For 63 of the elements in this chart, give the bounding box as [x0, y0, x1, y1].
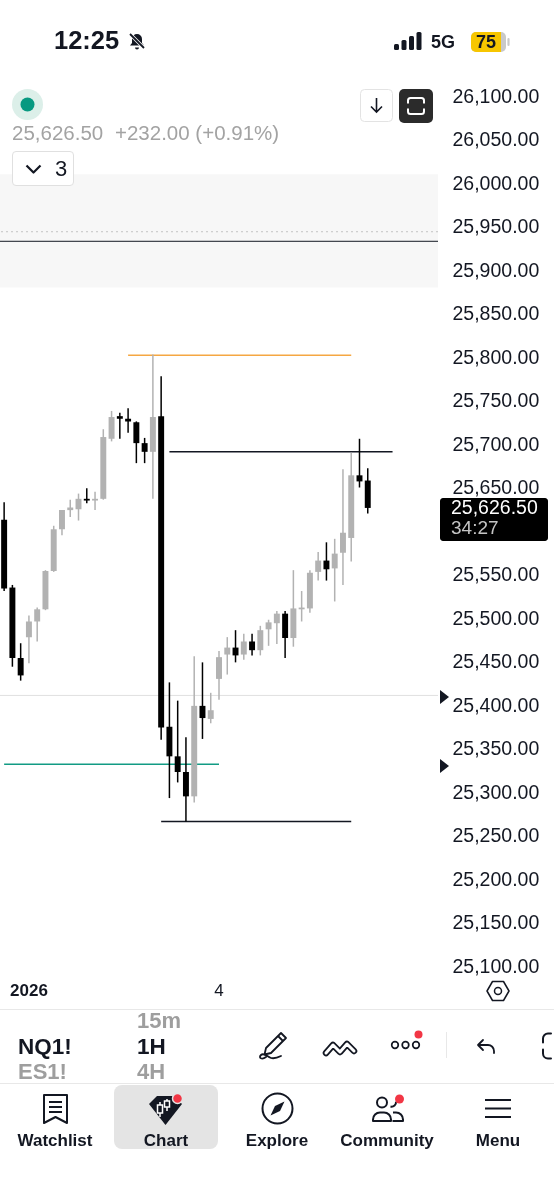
candlestick [92, 491, 99, 511]
annotation: +232.00 (+0.91%) [115, 121, 280, 145]
candlestick [25, 614, 32, 664]
candlestick [59, 509, 65, 537]
text: Watchlist [17, 1131, 93, 1151]
y-tick-label: 25,200.00 [452, 867, 540, 890]
candlestick [34, 606, 41, 643]
text: NQ1! [18, 1034, 72, 1060]
candlestick [315, 551, 322, 582]
candlestick [257, 625, 264, 657]
text: 75 [475, 31, 497, 53]
candlestick [83, 487, 90, 504]
y-tick-label: 25,750.00 [452, 389, 540, 411]
y-tick-label: 25,800.00 [452, 345, 540, 368]
candlestick [331, 538, 338, 603]
candlestick [141, 437, 148, 464]
candlestick [17, 642, 24, 682]
y-tick-label: 25,950.00 [452, 215, 540, 237]
text: 5G [431, 31, 456, 53]
text: ES1! [18, 1059, 67, 1085]
candlestick [273, 610, 280, 645]
annotation: 25,626.50 [12, 121, 104, 145]
y-tick-label: 25,500.00 [452, 606, 540, 629]
y-tick-label: 25,900.00 [452, 258, 540, 281]
y-tick-label: 25,350.00 [452, 737, 540, 759]
text: 15m [137, 1008, 182, 1034]
text: Menu [475, 1131, 521, 1151]
candlestick [116, 411, 123, 440]
text: 34:27 [451, 516, 499, 538]
y-tick-label: 25,400.00 [452, 693, 540, 716]
y-tick-label: 25,850.00 [452, 302, 540, 324]
candlestick [174, 699, 181, 784]
candlestick [249, 632, 256, 657]
text: 1H [137, 1034, 166, 1060]
y-tick-label: 25,100.00 [452, 954, 540, 977]
y-tick-label: 26,100.00 [452, 84, 540, 107]
candlestick [265, 618, 272, 647]
y-tick-label: 26,000.00 [452, 171, 540, 194]
candlestick [240, 632, 247, 661]
y-tick-label: 25,700.00 [452, 432, 540, 455]
candlestick [199, 661, 206, 740]
candlestick [224, 636, 231, 676]
candlestick [216, 650, 222, 701]
y-tick-label: 25,150.00 [452, 911, 540, 933]
text: Community [340, 1131, 434, 1151]
text: 12:25 [54, 26, 120, 56]
text: Explore [245, 1131, 309, 1151]
candlestick [133, 420, 140, 464]
candlestick [108, 410, 115, 443]
candlestick [323, 541, 330, 582]
x-tick-label: 4 [214, 980, 224, 1000]
y-tick-label: 26,050.00 [452, 128, 540, 150]
text: Chart [143, 1131, 189, 1151]
x-tick-label: 2026 [10, 980, 48, 1000]
y-tick-label: 25,300.00 [452, 780, 540, 803]
candlestick [339, 468, 346, 586]
annotation: 3 [54, 156, 68, 182]
y-tick-label: 25,250.00 [452, 824, 540, 846]
y-tick-label: 25,550.00 [452, 563, 540, 585]
candlestick [207, 692, 214, 725]
text: 4H [137, 1059, 166, 1085]
y-tick-label: 25,450.00 [452, 650, 540, 672]
y-tick-label: 25,650.00 [452, 476, 540, 498]
